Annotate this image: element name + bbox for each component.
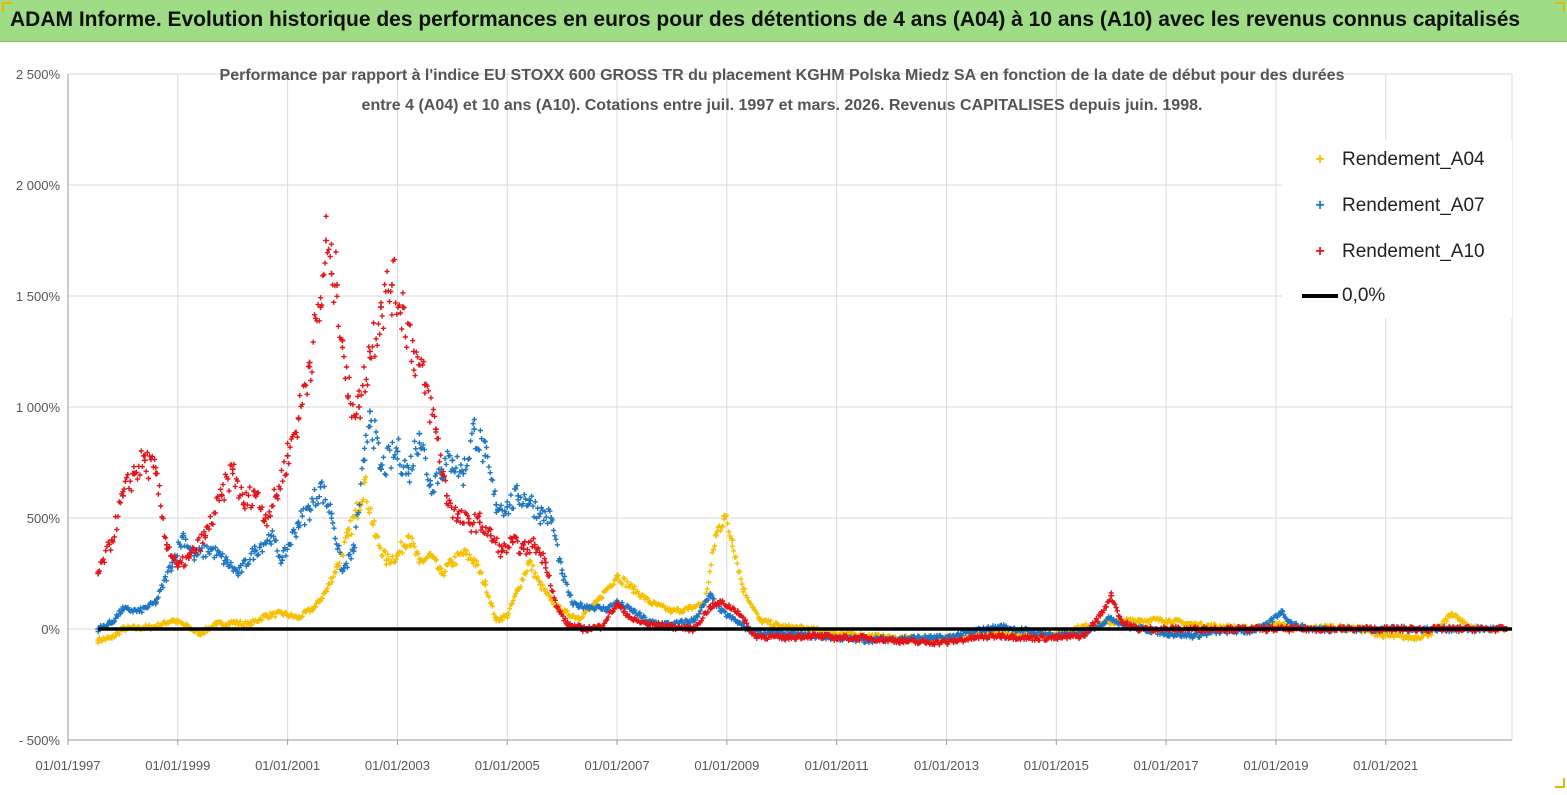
series-point [355,404,362,410]
legend-marker-a04: + [1315,151,1325,168]
series-point [416,430,423,437]
legend-label-zero: 0,0% [1342,285,1386,306]
legend-label-a04: Rendement_A04 [1342,149,1485,170]
x-tick-label: 01/01/2019 [1243,758,1308,773]
chart-svg: - 500% 0% 500% 1 000% 1 500% 2 000% 2 500% 01/… [16,67,1513,773]
series-point [388,281,395,288]
series-point [443,492,450,499]
corner-marker-top-right [1555,2,1565,12]
x-tick-label: 01/01/1999 [145,758,210,773]
series-point [328,270,335,277]
series-point [141,457,148,464]
series-point [284,452,291,459]
banner-title: ADAM Informe. Evolution historique des p… [10,8,1521,31]
legend: + Rendement_A04 + Rendement_A07 + Rendem… [1282,140,1512,318]
y-tick-label: 500% [27,511,61,526]
legend-item-zero: 0,0% [1302,284,1385,308]
series-point [493,501,500,508]
x-tick-label: 01/01/2013 [914,758,979,773]
x-tick-label: 01/01/2001 [255,758,320,773]
title-banner: ADAM Informe. Evolution historique des p… [0,0,1567,42]
y-tick-label: 2 500% [16,67,61,82]
series-point [366,348,373,355]
y-tick-label: 1 000% [16,400,61,415]
series-point [394,448,401,455]
x-tick-label: 01/01/2015 [1024,758,1089,773]
x-axis: 01/01/1997 01/01/1999 01/01/2001 01/01/2003… [35,739,1512,773]
x-tick-label: 01/01/1997 [35,758,100,773]
legend-item-a04: + Rendement_A04 [1302,148,1485,172]
chart-title-line-1: Performance par rapport à l'indice EU ST… [220,67,1345,84]
series-point [366,408,373,415]
chart-area: - 500% 0% 500% 1 000% 1 500% 2 000% 2 500% 01/… [0,42,1567,790]
y-tick-label: 0% [41,622,60,637]
series-point [295,519,302,526]
series-point [323,237,330,244]
series-rendement_a10 [95,213,1510,648]
legend-item-a07: + Rendement_A07 [1302,194,1485,218]
series-rendement_a04 [95,474,1510,646]
legend-line-zero [1302,294,1338,298]
legend-item-a10: + Rendement_A10 [1302,240,1485,264]
legend-marker-a07: + [1315,197,1325,214]
series-point [471,426,478,433]
series-point [476,519,483,526]
chart-title-line-2: entre 4 (A04) et 10 ans (A10). Cotations… [362,97,1203,114]
series-point [449,457,456,464]
x-tick-label: 01/01/2021 [1353,758,1418,773]
x-tick-label: 01/01/2017 [1134,758,1199,773]
x-tick-label: 01/01/2007 [585,758,650,773]
x-tick-label: 01/01/2011 [805,758,869,773]
x-tick-label: 01/01/2003 [365,758,430,773]
legend-label-a07: Rendement_A07 [1342,195,1485,216]
y-axis: - 500% 0% 500% 1 000% 1 500% 2 000% 2 500% [16,67,69,748]
x-tick-label: 01/01/2005 [475,758,540,773]
series-layer [95,213,1512,648]
x-tick-label: 01/01/2009 [694,758,759,773]
series-dense-markers [95,474,1508,646]
series-point [460,470,467,477]
y-tick-label: 2 000% [16,178,61,193]
y-tick-label: 1 500% [16,289,61,304]
series-point [537,510,544,517]
y-tick-label: - 500% [19,733,61,748]
corner-marker-bottom-right [1555,778,1565,788]
legend-label-a10: Rendement_A10 [1342,241,1485,262]
corner-marker-top-left [2,2,12,12]
legend-marker-a10: + [1315,243,1325,260]
